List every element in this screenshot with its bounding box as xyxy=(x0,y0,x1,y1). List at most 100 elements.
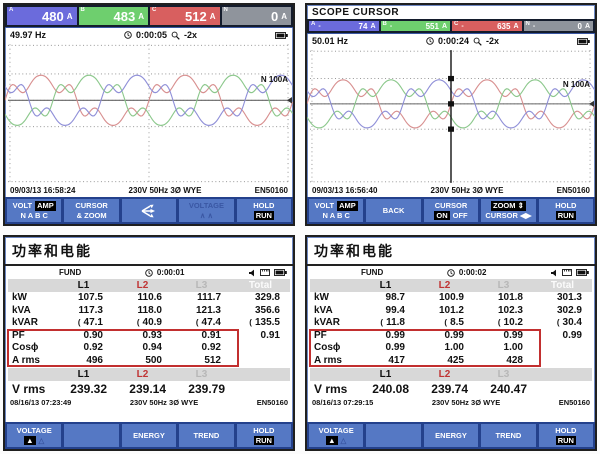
clock-icon xyxy=(447,268,455,277)
softkey-label: & ZOOM xyxy=(76,210,107,220)
power-energy-screen-right: 功率和电能 FUND 0:00:02 L1 L2 L3 Total kW 98.… xyxy=(305,235,597,451)
inductive-indicator: ( xyxy=(195,318,199,327)
table-row-kvar: kVAR (47.1 (40.9 (47.4 (135.5 xyxy=(5,317,293,330)
row-label: PF xyxy=(314,329,327,341)
cell-value: 98.7 xyxy=(385,292,405,303)
cell-value: 100.9 xyxy=(438,292,464,303)
cell-value: 496 xyxy=(86,354,103,366)
up-arrow-active: ▲ xyxy=(326,435,338,446)
softkey-label: OFF xyxy=(452,210,468,220)
column-l1: L1 xyxy=(77,280,90,291)
current-value: 0 xyxy=(577,21,582,31)
inductive-indicator: ( xyxy=(444,318,448,327)
measurement-info-row: 49.97 Hz 0:00:05 -2x xyxy=(5,28,293,42)
table-row-kw: kW 98.7 100.9 101.8 301.3 xyxy=(307,292,595,305)
softkey-zoom-cursor[interactable]: ZOOM ⇕ CURSOR ◀▶ xyxy=(481,199,536,222)
softkey-energy[interactable]: ENERGY xyxy=(121,424,177,447)
current-unit: A xyxy=(66,11,73,21)
neutral-current: N 0 A xyxy=(221,7,291,25)
softkey-energy[interactable]: ENERGY xyxy=(423,424,479,447)
table-row-kw: kW 107.5 110.6 111.7 329.8 xyxy=(5,292,293,305)
datetime: 09/03/13 16:56:40 xyxy=(312,186,378,195)
highlighted-rows: PF 0.99 0.99 0.99 0.99 Cosϕ 0.99 1.00 1.… xyxy=(307,328,595,367)
table-row-pf: PF 0.90 0.93 0.91 0.91 xyxy=(5,330,293,343)
softkey-label: BACK xyxy=(382,205,405,215)
row-label: kVAR xyxy=(12,317,38,328)
softkey-waveform-select[interactable] xyxy=(121,199,177,222)
column-l3: L3 xyxy=(195,369,208,380)
cell-value: 240.08 xyxy=(372,382,409,396)
phase-label: N xyxy=(525,21,530,27)
phase-c-current: C 512 A xyxy=(150,7,220,25)
waveform-display-with-cursor[interactable] xyxy=(307,48,595,185)
softkey-hold-run[interactable]: HOLD RUN xyxy=(538,424,594,447)
softkey-hold-run[interactable]: HOLD RUN xyxy=(236,424,292,447)
softkey-cursor-zoom[interactable]: CURSOR & ZOOM xyxy=(64,199,119,222)
softkey-hold-run[interactable]: HOLD RUN xyxy=(538,199,594,222)
softkey-bar: VOLTAGE ▲ △ ENERGY TREND HOLD RUN xyxy=(307,422,595,449)
softkey-label: N A B C xyxy=(322,210,350,220)
current-value: 483 xyxy=(113,8,136,24)
battery-icon xyxy=(576,269,589,276)
measurement-info-row: FUND 0:00:02 xyxy=(307,266,595,278)
softkey-voltage-updown[interactable]: VOLTAGE ▲ △ xyxy=(309,424,364,447)
cell-value: 101.8 xyxy=(497,292,523,303)
softkey-label: ENERGY xyxy=(435,430,467,440)
separator: - xyxy=(461,22,464,30)
phase-label: C xyxy=(152,7,157,13)
column-total: Total xyxy=(550,280,575,291)
cell-value xyxy=(231,355,290,368)
phase-label: B xyxy=(80,7,85,13)
softkey-voltage-updown[interactable]: VOLTAGE ▲ △ xyxy=(7,424,62,447)
softkey-trend[interactable]: TREND xyxy=(481,424,536,447)
cell-value xyxy=(231,342,290,355)
phase-label: B xyxy=(382,21,387,27)
cell-value: 239.74 xyxy=(431,382,468,396)
inductive-indicator: ( xyxy=(136,318,140,327)
softkey-empty xyxy=(64,424,119,447)
softkey-volt-amp[interactable]: VOLT AMP N A B C xyxy=(7,199,62,222)
softkey-label: ENERGY xyxy=(133,430,165,440)
cell-value: 101.2 xyxy=(438,304,464,316)
elapsed-time: 0:00:24 xyxy=(438,36,470,46)
softkey-label-active: ON xyxy=(434,210,450,221)
phase-b-current: B 483 A xyxy=(78,7,148,25)
cell-value: 0.92 xyxy=(201,342,221,353)
row-label: Cosϕ xyxy=(12,342,39,353)
standard-label: EN50160 xyxy=(558,398,590,407)
up-arrow-active: ▲ xyxy=(24,435,36,446)
phase-c-current: C - 635 A xyxy=(452,21,522,31)
softkey-label: CURSOR xyxy=(75,200,108,210)
softkey-voltage[interactable]: VOLTAGE ∧ ∧ xyxy=(179,199,234,222)
grid-config: 230V 50Hz 3Ø WYE xyxy=(430,186,504,195)
status-bar: 09/03/13 16:58:24 230V 50Hz 3Ø WYE EN501… xyxy=(5,185,293,197)
cell-value: 329.8 xyxy=(254,292,280,303)
phase-a-current: A 480 A xyxy=(7,7,77,25)
phase-current-readouts: A 480 A B 483 A C 512 A N 0 A xyxy=(5,5,293,28)
softkey-trend[interactable]: TREND xyxy=(179,424,234,447)
row-label: A rms xyxy=(12,354,40,366)
softkey-volt-amp[interactable]: VOLT AMP N A B C xyxy=(309,199,364,222)
cell-value: 117.3 xyxy=(78,304,103,316)
softkey-bar: VOLT AMP N A B C BACK CURSOR ON OFF ZOOM ⇕… xyxy=(307,197,595,224)
cell-value: 47.1 xyxy=(83,317,103,328)
softkey-label: HOLD xyxy=(253,425,275,435)
softkey-hold-run[interactable]: HOLD RUN xyxy=(236,199,292,222)
cell-value: 102.3 xyxy=(497,304,523,316)
cell-value: 0.93 xyxy=(142,329,162,341)
cell-value: 111.7 xyxy=(197,292,221,303)
voltage-header-band: L1 L2 L3 xyxy=(8,368,290,381)
standard-label: EN50160 xyxy=(254,186,288,195)
softkey-label: HOLD xyxy=(555,425,577,435)
inductive-indicator: ( xyxy=(380,318,384,327)
softkey-cursor-on-off[interactable]: CURSOR ON OFF xyxy=(423,199,479,222)
elapsed-time: 0:00:01 xyxy=(156,268,185,277)
cell-value: 239.79 xyxy=(188,382,225,396)
clock-icon xyxy=(124,31,132,39)
clock-icon xyxy=(426,37,434,45)
magnifier-icon xyxy=(473,37,482,46)
softkey-back[interactable]: BACK xyxy=(366,199,421,222)
phase-b-current: B - 551 A xyxy=(380,21,450,31)
screen-title: SCOPE CURSOR xyxy=(312,7,400,18)
